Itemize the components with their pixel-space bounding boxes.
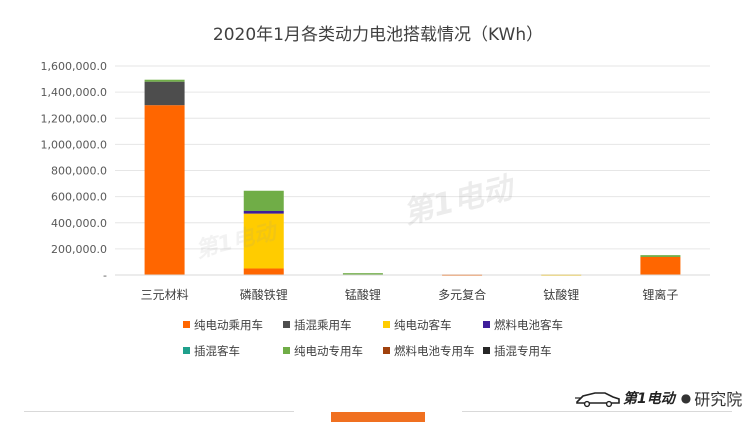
y-tick-label: 800,000.0 [51, 165, 107, 178]
footer-accent-bar [331, 412, 425, 422]
bar-segment [144, 105, 185, 275]
y-tick-label: 1,000,000.0 [41, 138, 107, 151]
x-tick-label: 三元材料 [141, 288, 189, 300]
y-tick-label: 1,200,000.0 [41, 112, 107, 125]
y-tick-label: - [103, 269, 107, 282]
chart-legend: 纯电动乘用车 插混乘用车 纯电动客车 燃料电池客车 插混客车 纯电动专用车 燃料… [183, 314, 603, 366]
car-logo-icon [575, 392, 620, 408]
legend-label: 纯电动客车 [394, 317, 452, 332]
legend-swatch [283, 321, 290, 328]
x-axis-tick-labels: 三元材料 磷酸铁锂 锰酸锂 多元复合 钛酸锂 锂离子 [141, 287, 679, 300]
legend-label: 纯电动乘用车 [194, 317, 263, 332]
y-axis-tick-labels: - 200,000.0 400,000.0 600,000.0 800,000.0 1,0… [41, 60, 108, 282]
legend-item: 纯电动专用车 [283, 343, 383, 359]
legend-item: 燃料电池专用车 [383, 343, 483, 359]
legend-label: 纯电动专用车 [294, 343, 363, 358]
bar-segment [243, 213, 284, 269]
footer-divider-right [462, 411, 732, 412]
legend-item: 燃料电池客车 [483, 317, 563, 333]
x-tick-label: 锰酸锂 [345, 287, 381, 300]
y-tick-label: 1,600,000.0 [41, 60, 107, 73]
y-tick-label: 400,000.0 [51, 217, 107, 230]
brand-name: 第1电动 [623, 391, 675, 407]
y-tick-label: 600,000.0 [51, 191, 107, 204]
x-tick-label: 钛酸锂 [543, 287, 579, 300]
legend-swatch [483, 321, 490, 328]
legend-swatch [483, 347, 490, 354]
legend-item: 纯电动乘用车 [183, 317, 283, 333]
y-tick-label: 200,000.0 [51, 243, 107, 256]
legend-swatch [183, 321, 190, 328]
legend-label: 燃料电池专用车 [394, 343, 475, 358]
bar-chart: - 200,000.0 400,000.0 600,000.0 800,000.0 1,0… [41, 60, 710, 300]
bar-segment [640, 256, 681, 275]
legend-row-2: 插混客车 纯电动专用车 燃料电池专用车 插混专用车 [183, 340, 603, 361]
legend-swatch [183, 347, 190, 354]
x-tick-label: 多元复合 [438, 287, 486, 300]
bar-segment [243, 190, 284, 211]
y-tick-label: 1,400,000.0 [41, 86, 107, 99]
legend-label: 燃料电池客车 [494, 317, 563, 332]
legend-label: 插混乘用车 [294, 317, 352, 332]
legend-item: 插混客车 [183, 343, 283, 359]
bar-segment [243, 210, 284, 214]
bar-segment [640, 255, 681, 257]
legend-swatch [383, 347, 390, 354]
legend-item: 插混专用车 [483, 343, 552, 359]
legend-item: 纯电动客车 [383, 317, 483, 333]
brand-logo: 第1电动 ● 研究院 [575, 386, 742, 410]
x-tick-label: 磷酸铁锂 [240, 287, 288, 300]
bar-segment [342, 273, 383, 275]
legend-row-1: 纯电动乘用车 插混乘用车 纯电动客车 燃料电池客车 [183, 314, 603, 335]
footer-divider-left [24, 411, 294, 412]
bar-segment [144, 79, 185, 82]
brand-suffix: 研究院 [694, 390, 743, 409]
legend-swatch [383, 321, 390, 328]
bar-stacks [144, 79, 681, 276]
bar-segment [144, 81, 185, 106]
x-tick-label: 锂离子 [642, 287, 678, 300]
chart-title: 2020年1月各类动力电池搭载情况（KWh） [212, 25, 544, 45]
legend-item: 插混乘用车 [283, 317, 383, 333]
brand-separator-dot: ● [680, 391, 692, 405]
legend-swatch [283, 347, 290, 354]
legend-label: 插混专用车 [494, 343, 552, 358]
legend-label: 插混客车 [194, 343, 240, 358]
gridlines [115, 65, 710, 250]
bar-segment [243, 268, 284, 275]
